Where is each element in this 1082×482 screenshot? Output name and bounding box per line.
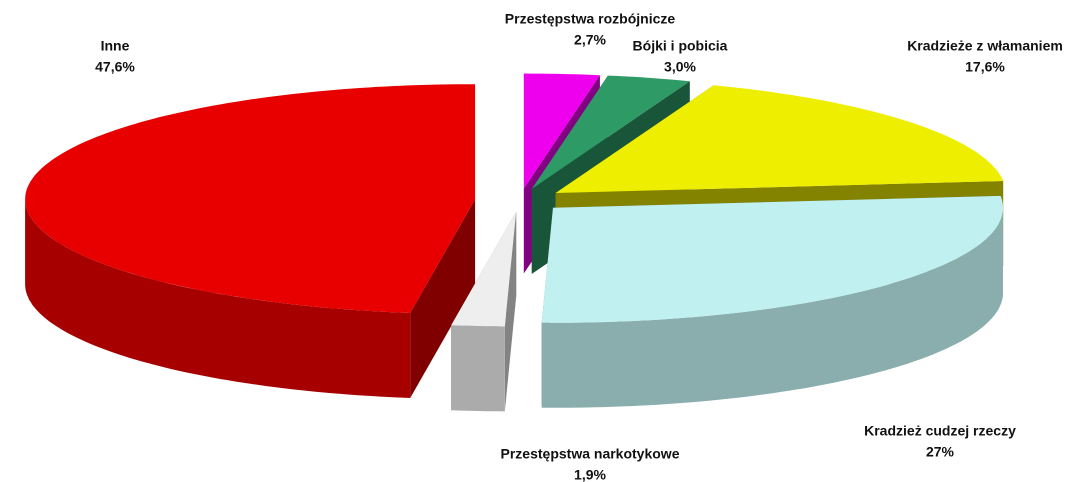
slice-side: [410, 199, 476, 398]
category-label: Kradzież cudzej rzeczy: [864, 423, 1016, 439]
slice: [531, 75, 690, 189]
category-label: Przestępstwa rozbójnicze: [505, 11, 676, 27]
value-label: 1,9%: [574, 467, 606, 482]
category-label: Kradzieże z włamaniem: [907, 38, 1063, 54]
category-label: Bójki i pobicia: [633, 38, 728, 54]
slice-wall: [25, 199, 411, 398]
slice: [541, 195, 1003, 323]
value-label: 2,7%: [574, 32, 606, 48]
slice: [25, 84, 476, 313]
category-label: Inne: [101, 38, 130, 54]
slice-wall: [451, 325, 505, 412]
slice-wall: [541, 207, 1003, 408]
slice: [523, 73, 600, 189]
value-label: 17,6%: [965, 59, 1005, 75]
value-label: 27%: [926, 444, 955, 460]
value-label: 3,0%: [664, 59, 696, 75]
category-label: Przestępstwa narkotykowe: [501, 446, 680, 462]
slice: [451, 211, 517, 327]
value-label: 47,6%: [95, 59, 135, 75]
slice: [555, 85, 1004, 193]
